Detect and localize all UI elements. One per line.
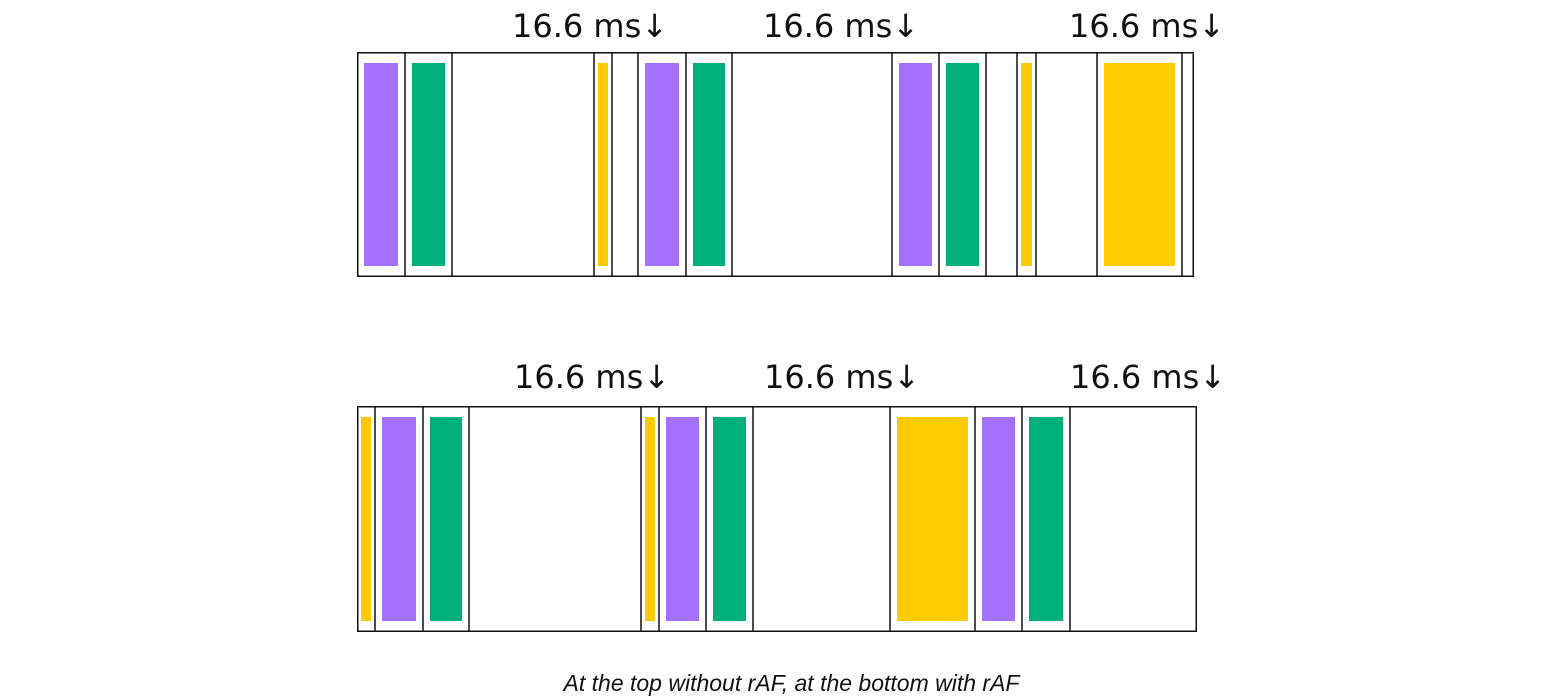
task-block-purple [982, 417, 1015, 621]
task-block-yellow-thin [1021, 63, 1032, 266]
task-block-green [430, 417, 462, 621]
task-block-yellow-thin [645, 417, 655, 621]
task-block-purple [666, 417, 699, 621]
diagram-caption: At the top without rAF, at the bottom wi… [563, 670, 1020, 696]
frame-label-top-2: 16.6 ms↓ [763, 7, 919, 45]
frame-label-bottom-3: 16.6 ms↓ [1070, 358, 1226, 396]
timeline-border [357, 52, 1194, 277]
task-block-green [693, 63, 725, 266]
task-block-purple [645, 63, 679, 266]
timeline-without-raf: 16.6 ms↓ 16.6 ms↓ 16.6 ms↓ [357, 7, 1225, 277]
frame-label-top-3: 16.6 ms↓ [1069, 7, 1225, 45]
task-block-yellow-thin [361, 417, 371, 621]
frame-label-bottom-1: 16.6 ms↓ [514, 358, 670, 396]
task-block-green [713, 417, 746, 621]
task-block-yellow-thin [598, 63, 608, 266]
task-block-yellow [1104, 63, 1175, 266]
task-block-purple [382, 417, 416, 621]
task-block-green [946, 63, 979, 266]
frame-label-top-1: 16.6 ms↓ [512, 7, 668, 45]
task-block-purple [899, 63, 932, 266]
task-block-green [1029, 417, 1063, 621]
frame-label-bottom-2: 16.6 ms↓ [764, 358, 920, 396]
task-block-green [412, 63, 445, 266]
timeline-with-raf: 16.6 ms↓ 16.6 ms↓ 16.6 ms↓ [357, 358, 1226, 632]
task-block-purple [364, 63, 398, 266]
task-block-yellow [897, 417, 968, 621]
timeline-border [357, 406, 1197, 632]
